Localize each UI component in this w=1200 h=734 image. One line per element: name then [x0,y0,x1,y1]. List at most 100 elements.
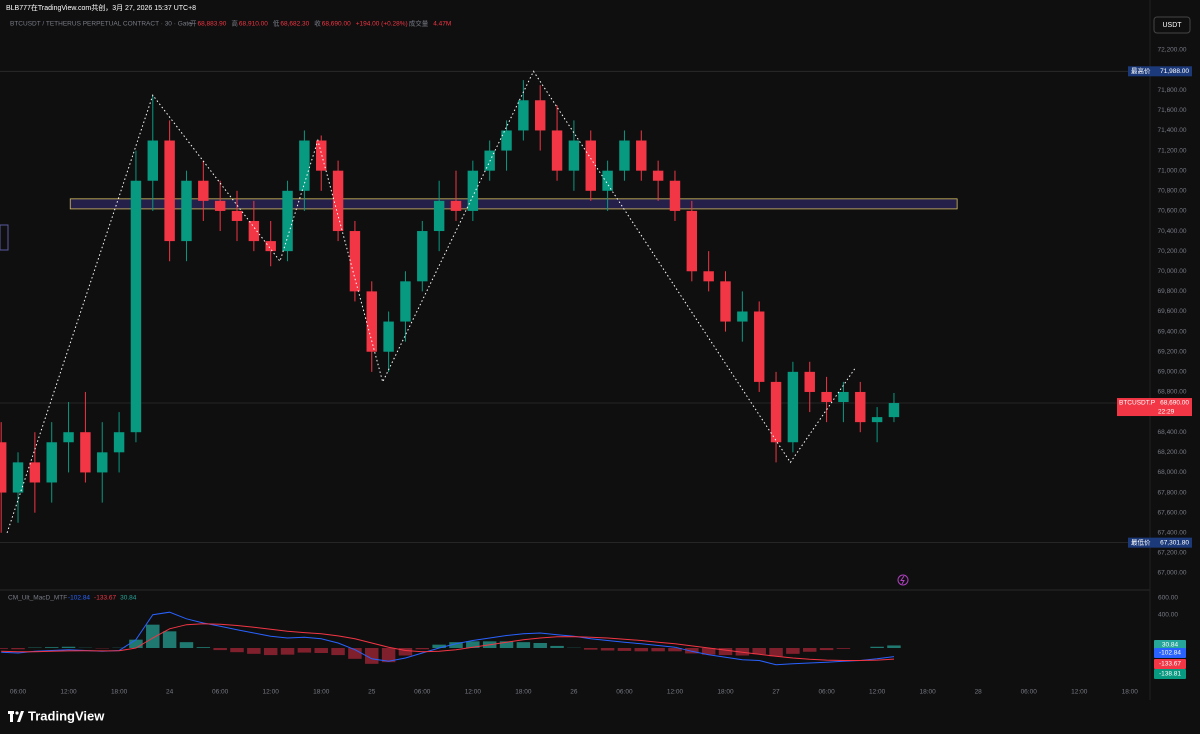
y-tick-label: 69,800.00 [1158,288,1187,295]
histogram-bar [584,648,598,650]
value-tag [1154,648,1186,658]
alert-icon[interactable] [897,574,909,586]
y-tick-label: 71,400.00 [1158,127,1187,134]
legend: 开 68,883.90 高 68,910.00 低 68,682.30 收 68,690.00… [190,19,451,28]
candle-body [467,170,479,211]
histogram-bar [499,641,514,648]
x-tick-label: 06:00 [212,689,229,696]
histogram-bar [162,631,177,648]
legend-item: 68,883.90 [198,21,227,28]
candle-body [433,200,445,232]
candle-body [568,140,580,171]
histogram-bar [146,624,160,648]
candle-body [12,462,24,493]
candle-body [551,130,563,171]
y-tick-label: 67,000.00 [1158,570,1187,577]
legend-item: +194.00 (+0.28%) [356,21,408,28]
y-tick-label: 71,200.00 [1158,147,1187,154]
candle-body [248,220,260,242]
histogram-bar [415,648,430,650]
histogram-bar [786,648,800,654]
legend-item: 成交量 [409,19,429,28]
candle-body [265,241,276,252]
candle-body [0,442,7,493]
candle-body [501,130,512,151]
histogram-bar [533,643,547,648]
candle-body [871,417,883,423]
histogram-bar [263,648,278,656]
price-tag [1128,537,1192,548]
symbol: BTCUSDT / TETHERUS PERPETUAL CONTRACT · … [10,21,192,28]
value-tag-label: -133.67 [1159,661,1181,668]
x-tick-label: 27 [772,689,780,696]
y-tick-label: 71,800.00 [1158,87,1187,94]
histogram-bar [61,646,76,648]
histogram-bar [348,648,362,659]
histogram-bar [819,648,834,651]
candle-body [147,140,159,181]
histogram-bar [617,648,632,651]
x-tick-label: 18:00 [920,689,937,696]
countdown: 22:29 [1158,409,1175,416]
histogram-bar [668,648,682,652]
candle-body [585,140,596,191]
candle-body [602,170,613,191]
value-tag [1154,659,1186,669]
x-tick-label: 06:00 [616,689,633,696]
x-tick-label: 06:00 [1021,689,1038,696]
candle-body [164,140,175,242]
y-tick-label: 67,600.00 [1158,509,1187,516]
legend-item: 收 [314,19,321,28]
indicator-title: CM_Ult_MacD_MTF [8,595,67,602]
candle-body [686,210,698,272]
currency[interactable]: USDT [1162,22,1182,29]
logo-mark [17,711,24,722]
x-tick-label: 18:00 [313,689,330,696]
histogram-bar [516,642,531,648]
legend-item: 68,690.00 [322,21,351,28]
y-tick-label: 69,400.00 [1158,328,1187,335]
y-tick-label: 67,200.00 [1158,550,1187,557]
value-tag-label: 30.84 [1162,642,1179,649]
histogram-bar [297,648,312,653]
histogram-bar [398,648,413,656]
currency-button[interactable] [1153,16,1191,34]
y-tick-label: 69,600.00 [1158,308,1187,315]
candle-body [113,432,125,453]
candle-body [332,170,344,232]
value-tag [1154,640,1186,650]
zigzag [6,70,857,533]
price-tag-value: 67,301.80 [1160,539,1189,546]
candle-body [669,180,681,211]
price-tag-label: BTCUSDT.P [1119,400,1155,407]
candle-body [80,432,91,473]
x-tick-label: 12:00 [60,689,77,696]
candle-body [46,442,57,483]
histogram-bar [752,648,766,655]
candle-body [366,291,377,352]
candle-body [282,190,293,252]
histogram-bar [331,648,345,656]
price-tag [1117,398,1192,417]
histogram-bar [651,648,665,652]
y-tick-label: 600.00 [1158,595,1178,602]
price-tag-label: 最低价 [1131,537,1151,546]
indicator-value: -102.84 [68,595,90,602]
histogram-bar [213,648,227,651]
y-tick-label: 70,800.00 [1158,188,1187,195]
candle-body [349,231,361,292]
candle-body [619,140,630,171]
logo-mark [15,711,19,715]
x-tick-label: 12:00 [1071,689,1088,696]
candle-body [737,311,748,322]
histogram-bar [685,648,699,654]
value-tag [1154,669,1186,679]
candle-body [181,180,192,242]
y-tick-label: 69,000.00 [1158,369,1187,376]
logo-mark [10,711,13,722]
histogram-bar [887,645,901,648]
histogram-bar [634,648,649,652]
histogram-bar [550,645,564,648]
x-tick-label: 12:00 [667,689,684,696]
